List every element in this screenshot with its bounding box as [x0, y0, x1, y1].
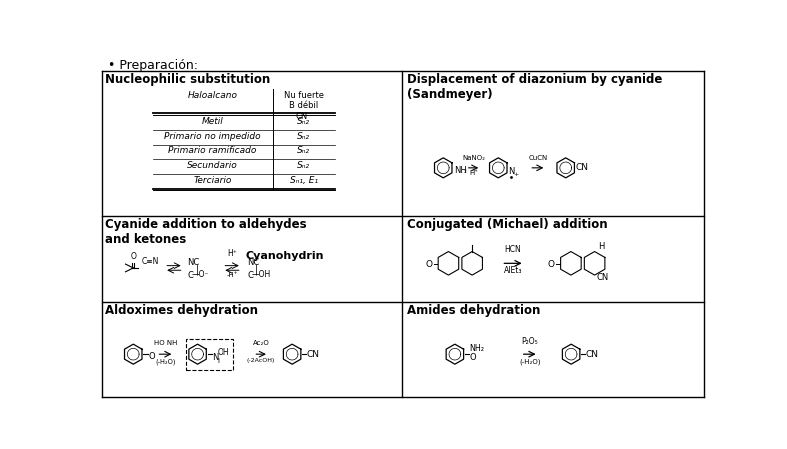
Text: Sₙ₂: Sₙ₂	[297, 161, 310, 170]
Text: Cyanohydrin: Cyanohydrin	[245, 251, 323, 261]
Text: Sₙ₂: Sₙ₂	[297, 132, 310, 141]
Text: C≡N: C≡N	[142, 256, 159, 265]
Text: Cyanide addition to aldehydes
and ketones: Cyanide addition to aldehydes and ketone…	[105, 218, 307, 246]
Text: HO NH: HO NH	[154, 340, 178, 347]
Text: AlEt₃: AlEt₃	[504, 266, 523, 275]
Text: |: |	[255, 264, 258, 275]
Text: I: I	[218, 358, 220, 364]
Text: (-H₂O): (-H₂O)	[519, 358, 541, 365]
Text: P₂O₅: P₂O₅	[522, 338, 538, 347]
Text: Nu fuerte
B débil
CN⁻: Nu fuerte B débil CN⁻	[284, 91, 323, 121]
Text: CN: CN	[597, 273, 609, 282]
Text: OH: OH	[218, 348, 229, 357]
Text: Nucleophilic substitution: Nucleophilic substitution	[105, 73, 271, 86]
Text: C: C	[187, 271, 194, 280]
Text: H: H	[598, 242, 604, 251]
Text: CuCN: CuCN	[528, 155, 548, 161]
Text: Amides dehydration: Amides dehydration	[407, 304, 540, 317]
Text: C: C	[247, 271, 253, 280]
Text: O: O	[548, 260, 555, 269]
Text: CN: CN	[586, 350, 599, 359]
Text: O: O	[131, 252, 136, 261]
Text: -H⁺: -H⁺	[227, 272, 238, 278]
Bar	[186, 339, 233, 370]
Text: O: O	[470, 353, 476, 362]
Text: N: N	[212, 353, 219, 362]
Text: • Preparación:: • Preparación:	[108, 59, 198, 72]
Text: Secundario: Secundario	[187, 161, 238, 170]
Text: NH₂: NH₂	[470, 343, 485, 352]
Text: Sₙ₁, E₁: Sₙ₁, E₁	[290, 176, 318, 185]
Text: NC: NC	[247, 258, 260, 267]
Text: +: +	[513, 172, 519, 177]
Text: (-H₂O): (-H₂O)	[156, 358, 176, 365]
Text: —OH: —OH	[252, 269, 271, 278]
Text: Sₙ₂: Sₙ₂	[297, 117, 310, 126]
Text: Metil: Metil	[201, 117, 224, 126]
Text: Aldoximes dehydration: Aldoximes dehydration	[105, 304, 258, 317]
Text: NaNO₂: NaNO₂	[462, 155, 485, 161]
Text: |: |	[196, 264, 199, 275]
Text: NH: NH	[454, 167, 467, 176]
Text: ₂: ₂	[464, 168, 466, 174]
Text: CN: CN	[576, 163, 589, 172]
Text: H⁺: H⁺	[227, 249, 238, 258]
Text: Primario ramificado: Primario ramificado	[168, 146, 257, 155]
Text: Sₙ₂: Sₙ₂	[297, 146, 310, 155]
Text: O: O	[426, 260, 432, 269]
Text: Conjugated (Michael) addition: Conjugated (Michael) addition	[407, 218, 608, 231]
Text: Terciario: Terciario	[194, 176, 232, 185]
Text: HCN: HCN	[504, 245, 521, 254]
Text: (-2AcOH): (-2AcOH)	[247, 358, 275, 363]
Text: H⁺: H⁺	[469, 170, 478, 176]
Text: NC: NC	[187, 258, 200, 267]
Text: Displacement of diazonium by cyanide
(Sandmeyer): Displacement of diazonium by cyanide (Sa…	[407, 73, 662, 101]
Text: N: N	[508, 167, 515, 176]
Text: Ac₂O: Ac₂O	[253, 340, 269, 347]
Text: Primario no impedido: Primario no impedido	[164, 132, 261, 141]
Text: Haloalcano: Haloalcano	[187, 91, 238, 100]
Text: CN: CN	[307, 350, 320, 359]
Text: —O⁻: —O⁻	[191, 269, 209, 278]
Text: O: O	[149, 352, 155, 361]
